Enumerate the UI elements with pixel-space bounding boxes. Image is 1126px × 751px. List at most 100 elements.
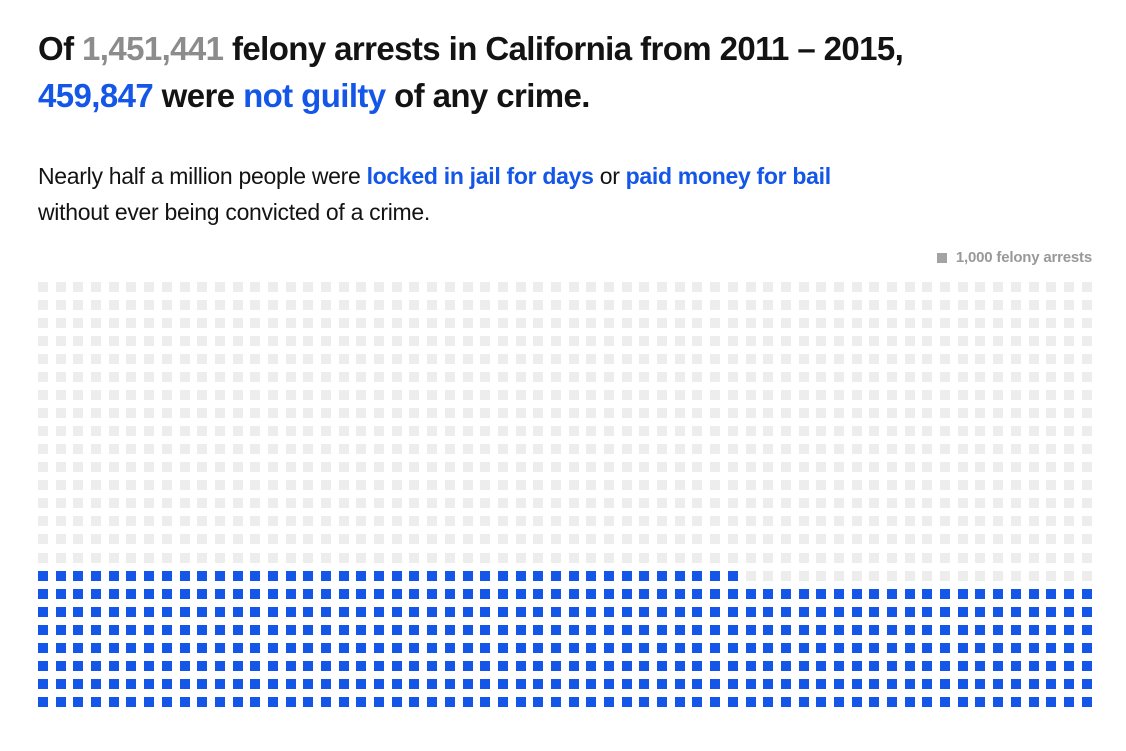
waffle-square <box>869 660 880 671</box>
waffle-square <box>214 462 225 473</box>
waffle-square <box>285 281 296 292</box>
waffle-square <box>356 606 367 617</box>
waffle-square <box>869 335 880 346</box>
waffle-square <box>710 426 721 437</box>
waffle-square <box>550 516 561 527</box>
waffle-square <box>267 660 278 671</box>
waffle-square <box>1028 606 1039 617</box>
waffle-square <box>550 480 561 491</box>
waffle-square <box>833 642 844 653</box>
waffle-square <box>639 606 650 617</box>
waffle-square <box>303 534 314 545</box>
waffle-square <box>303 606 314 617</box>
waffle-square <box>692 606 703 617</box>
waffle-square <box>674 696 685 707</box>
waffle-square <box>38 516 48 527</box>
waffle-square <box>621 660 632 671</box>
waffle-square <box>91 678 102 689</box>
waffle-square <box>1063 534 1074 545</box>
waffle-square <box>692 354 703 364</box>
waffle-square <box>321 534 331 545</box>
waffle-square <box>887 335 897 346</box>
waffle-square <box>321 372 331 383</box>
waffle-square <box>55 498 66 509</box>
waffle-square <box>975 299 986 310</box>
waffle-square <box>727 299 738 310</box>
waffle-square <box>374 678 385 689</box>
waffle-square <box>179 372 190 383</box>
waffle-square <box>144 534 155 545</box>
waffle-square <box>303 498 314 509</box>
waffle-square <box>727 534 738 545</box>
waffle-square <box>763 317 774 328</box>
waffle-square <box>621 335 632 346</box>
subhead: Nearly half a million people were locked… <box>38 158 1092 230</box>
waffle-square <box>391 317 402 328</box>
waffle-square <box>427 354 438 364</box>
waffle-square <box>462 534 473 545</box>
waffle-square <box>179 335 190 346</box>
waffle-square <box>179 408 190 419</box>
waffle-square <box>427 552 438 563</box>
waffle-square <box>374 299 385 310</box>
waffle-square <box>940 552 951 563</box>
waffle-square <box>568 335 579 346</box>
waffle-square <box>1063 588 1074 599</box>
waffle-square <box>338 606 349 617</box>
waffle-square <box>674 444 685 455</box>
waffle-square <box>515 624 526 635</box>
waffle-square <box>497 335 508 346</box>
waffle-square <box>710 390 721 401</box>
waffle-square <box>639 426 650 437</box>
waffle-square <box>1046 660 1057 671</box>
waffle-square <box>957 390 968 401</box>
waffle-square <box>303 317 314 328</box>
waffle-square <box>568 354 579 364</box>
waffle-square <box>639 516 650 527</box>
waffle-square <box>444 642 455 653</box>
waffle-square <box>657 299 668 310</box>
waffle-square <box>1081 624 1092 635</box>
waffle-square <box>285 372 296 383</box>
waffle-square <box>462 335 473 346</box>
waffle-square <box>409 570 420 581</box>
waffle-square <box>91 606 102 617</box>
waffle-square <box>250 624 261 635</box>
waffle-square <box>38 408 48 419</box>
waffle-square <box>674 660 685 671</box>
waffle-square <box>462 462 473 473</box>
waffle-square <box>922 678 933 689</box>
waffle-square <box>851 606 862 617</box>
waffle-square <box>674 624 685 635</box>
waffle-square <box>904 408 915 419</box>
waffle-square <box>108 606 119 617</box>
waffle-square <box>108 281 119 292</box>
waffle-square <box>214 444 225 455</box>
waffle-square <box>161 354 172 364</box>
waffle-square <box>533 516 544 527</box>
waffle-square <box>338 480 349 491</box>
waffle-square <box>568 390 579 401</box>
waffle-square <box>727 660 738 671</box>
waffle-square <box>550 534 561 545</box>
waffle-square <box>356 444 367 455</box>
waffle-square <box>763 516 774 527</box>
waffle-square <box>409 660 420 671</box>
waffle-square <box>816 552 827 563</box>
waffle-square <box>604 552 614 563</box>
waffle-square <box>674 642 685 653</box>
waffle-square <box>745 317 756 328</box>
waffle-square <box>1010 624 1021 635</box>
waffle-square <box>533 606 544 617</box>
waffle-square <box>444 552 455 563</box>
waffle-square <box>568 516 579 527</box>
waffle-square <box>38 426 48 437</box>
waffle-square <box>427 660 438 671</box>
waffle-square <box>604 426 614 437</box>
waffle-square <box>639 498 650 509</box>
waffle-square <box>922 390 933 401</box>
waffle-square <box>214 606 225 617</box>
waffle-square <box>73 372 84 383</box>
waffle-square <box>374 516 385 527</box>
waffle-square <box>568 408 579 419</box>
